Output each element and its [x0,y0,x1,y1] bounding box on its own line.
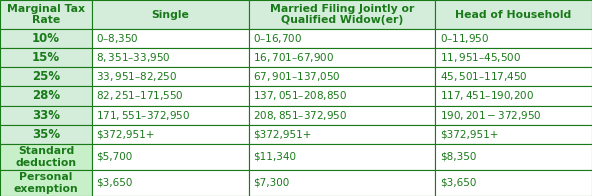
Bar [0,67,92,86]
Bar [249,144,435,170]
Text: $190,201 - $372,950: $190,201 - $372,950 [440,109,542,122]
Text: $372,951+: $372,951+ [96,129,155,139]
Bar [249,0,435,29]
Text: Married Filing Jointly or
Qualified Widow(er): Married Filing Jointly or Qualified Wido… [270,4,414,25]
Text: $372,951+: $372,951+ [253,129,312,139]
Text: $5,700: $5,700 [96,152,133,162]
Text: $16,701 – $67,900: $16,701 – $67,900 [253,51,334,64]
Bar [0,86,92,105]
Text: $11,951 – $45,500: $11,951 – $45,500 [440,51,521,64]
Text: 35%: 35% [32,128,60,141]
Text: Marginal Tax
Rate: Marginal Tax Rate [7,4,85,25]
Text: $137,051 – $208,850: $137,051 – $208,850 [253,90,348,103]
Text: $67,901 – $137,050: $67,901 – $137,050 [253,70,341,83]
Bar [435,48,592,67]
Text: Standard
deduction: Standard deduction [15,146,76,168]
Bar [249,29,435,48]
Text: $8,351– $33,950: $8,351– $33,950 [96,51,171,64]
Text: $0 – $11,950: $0 – $11,950 [440,32,489,45]
Bar [435,125,592,144]
Bar [249,170,435,196]
Text: Head of Household: Head of Household [455,10,572,20]
Bar [92,125,249,144]
Text: 15%: 15% [32,51,60,64]
Bar [435,105,592,125]
Bar [0,105,92,125]
Text: 10%: 10% [32,32,60,45]
Bar [92,170,249,196]
Bar [92,105,249,125]
Text: $7,300: $7,300 [253,178,289,188]
Bar [435,86,592,105]
Text: $8,350: $8,350 [440,152,476,162]
Bar [435,67,592,86]
Text: $117,451 – $190,200: $117,451 – $190,200 [440,90,534,103]
Bar [0,170,92,196]
Bar [0,29,92,48]
Text: $3,650: $3,650 [440,178,476,188]
Text: Single: Single [152,10,189,20]
Bar [249,67,435,86]
Bar [92,29,249,48]
Text: $0 – $8,350: $0 – $8,350 [96,32,139,45]
Text: $0 – $16,700: $0 – $16,700 [253,32,303,45]
Text: 28%: 28% [32,90,60,103]
Bar [0,125,92,144]
Text: $11,340: $11,340 [253,152,297,162]
Bar [0,0,92,29]
Bar [249,125,435,144]
Bar [0,144,92,170]
Text: 33%: 33% [32,109,60,122]
Bar [92,0,249,29]
Bar [92,86,249,105]
Bar [249,86,435,105]
Text: $45,501 – $117,450: $45,501 – $117,450 [440,70,527,83]
Text: $33,951 – $82,250: $33,951 – $82,250 [96,70,178,83]
Bar [92,48,249,67]
Bar [249,48,435,67]
Text: Personal
exemption: Personal exemption [14,172,78,194]
Bar [435,170,592,196]
Text: $171,551 – $372,950: $171,551 – $372,950 [96,109,191,122]
Text: $3,650: $3,650 [96,178,133,188]
Bar [435,29,592,48]
Bar [92,67,249,86]
Bar [435,0,592,29]
Text: $82,251 – $171,550: $82,251 – $171,550 [96,90,184,103]
Bar [92,144,249,170]
Bar [0,48,92,67]
Text: $372,951+: $372,951+ [440,129,498,139]
Text: 25%: 25% [32,70,60,83]
Bar [249,105,435,125]
Bar [435,144,592,170]
Text: $208,851 – $372,950: $208,851 – $372,950 [253,109,348,122]
